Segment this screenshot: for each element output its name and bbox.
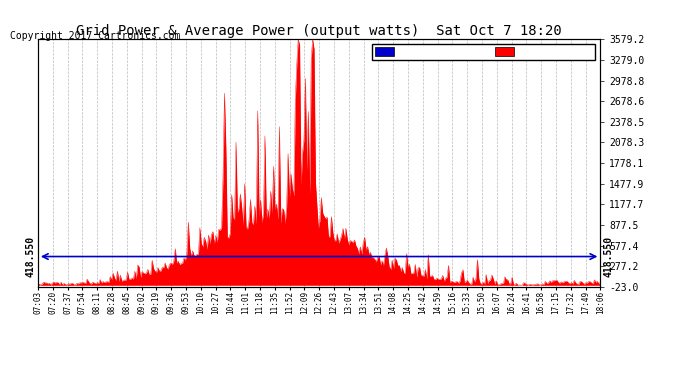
Title: Grid Power & Average Power (output watts)  Sat Oct 7 18:20: Grid Power & Average Power (output watts… (77, 24, 562, 38)
Text: Copyright 2017 Cartronics.com: Copyright 2017 Cartronics.com (10, 32, 181, 41)
Text: 418.550: 418.550 (603, 236, 613, 277)
Legend: Average (AC Watts), Grid (AC Watts): Average (AC Watts), Grid (AC Watts) (372, 44, 595, 60)
Text: 418.550: 418.550 (25, 236, 35, 277)
